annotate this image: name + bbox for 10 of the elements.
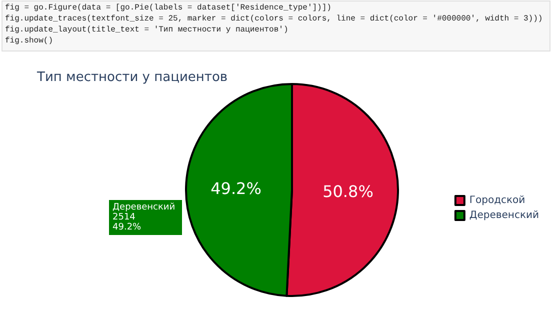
text: fig.update_layout(title_text = 'Тип местности у пациентов') [5,26,288,34]
legend-label: Деревенский [469,210,540,221]
text: Деревенский 2514 49.2% [112,202,176,232]
text: fig.update_traces(textfont_size = 25, marker = dict(colors = colors, line = dict(color = '#000000', width = 3))) [5,14,543,24]
data-label: 49.2% [210,179,262,198]
data-label: 50.8% [322,182,374,201]
text: fig = go.Figure(data = [go.Pie(labels = dataset['Residence_type'])]) [5,4,332,12]
text: fig.show() [5,36,54,46]
chart-title: Тип местности у пациентов [36,70,228,85]
legend-label: Городской [469,195,526,206]
